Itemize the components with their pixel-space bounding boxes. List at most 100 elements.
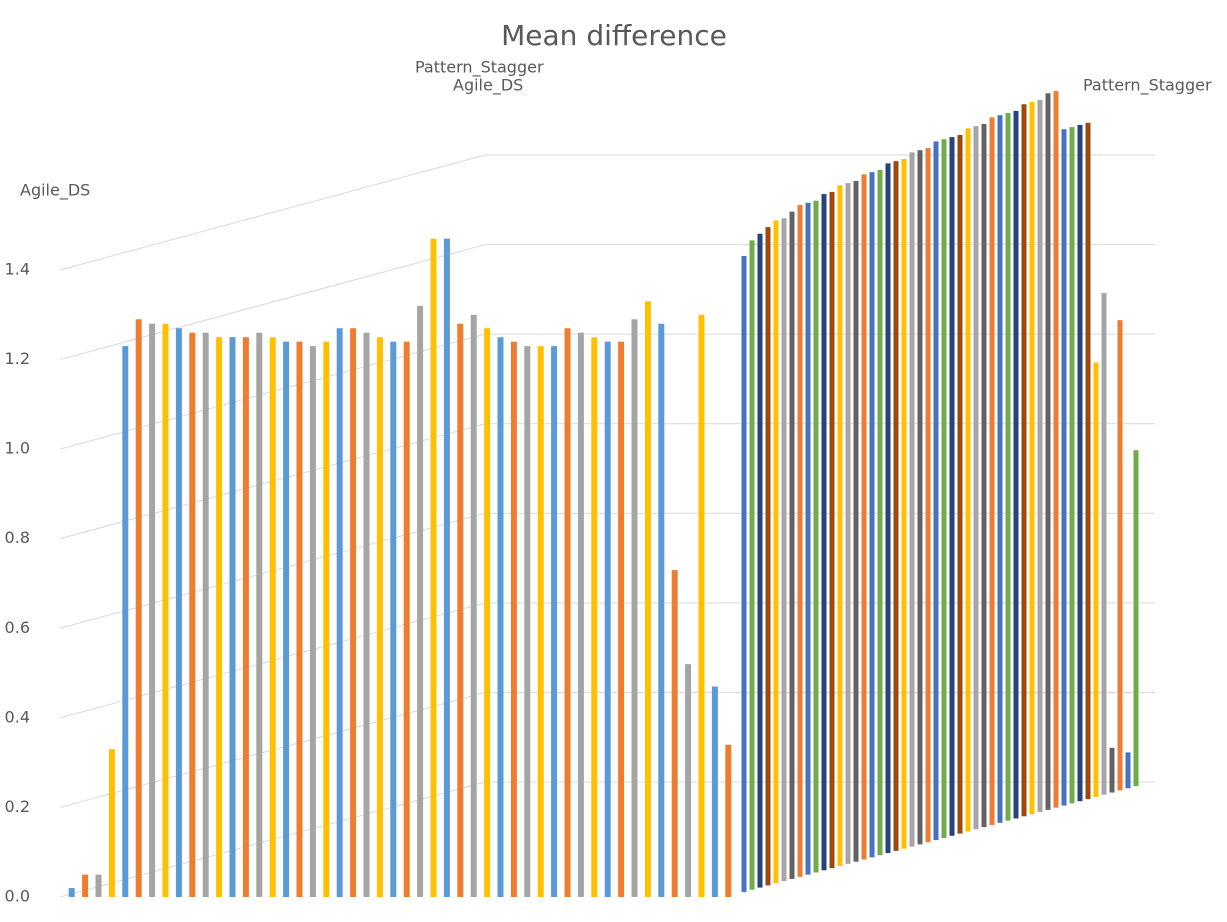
- chart-title: Mean difference: [501, 19, 727, 52]
- bar: [765, 227, 771, 886]
- bar: [725, 744, 732, 897]
- bar: [1133, 450, 1139, 787]
- bar: [829, 191, 835, 869]
- bar: [323, 341, 330, 898]
- bar: [901, 159, 907, 849]
- bar: [135, 319, 142, 897]
- y-tick-label: 0.6: [5, 618, 30, 637]
- bar: [805, 202, 811, 875]
- bar: [256, 332, 263, 897]
- series-label: Agile_DS: [453, 76, 523, 96]
- bar: [773, 220, 779, 884]
- bar: [350, 328, 357, 897]
- bar: [981, 123, 987, 828]
- series-label: Pattern_Stagger: [1083, 76, 1212, 96]
- bar: [861, 174, 867, 860]
- bar: [1061, 129, 1067, 806]
- bar: [1077, 124, 1083, 802]
- bar: [1109, 747, 1115, 793]
- bar: [671, 570, 678, 897]
- bar: [443, 238, 450, 897]
- bar: [1013, 110, 1019, 819]
- bar: [417, 305, 424, 897]
- grid-line: [59, 154, 1155, 271]
- bar: [363, 332, 370, 897]
- bar: [1029, 102, 1035, 815]
- bar: [1053, 91, 1059, 808]
- bar: [1045, 93, 1051, 810]
- y-tick-label: 0.0: [5, 887, 30, 906]
- bar: [821, 194, 827, 871]
- bar: [757, 233, 763, 888]
- bar: [941, 139, 947, 838]
- bar: [797, 205, 803, 877]
- bar: [510, 341, 517, 898]
- bar: [1117, 320, 1123, 791]
- bar: [853, 180, 859, 862]
- bar: [741, 255, 747, 892]
- bar: [997, 115, 1003, 823]
- bar: [1037, 99, 1043, 812]
- bar: [403, 341, 410, 898]
- grid-line: [59, 244, 1155, 361]
- bar: [1101, 293, 1107, 795]
- bar: [869, 172, 875, 858]
- bar: [837, 185, 843, 866]
- bar: [1085, 122, 1091, 800]
- bar: [216, 337, 223, 897]
- bar: [122, 346, 129, 897]
- bar: [965, 128, 971, 832]
- bar: [95, 874, 102, 897]
- bar: [283, 341, 290, 898]
- series-label: Agile_DS: [20, 181, 90, 201]
- bar: [1069, 127, 1075, 804]
- bar: [390, 341, 397, 898]
- bar: [484, 328, 491, 897]
- bar: [242, 337, 249, 897]
- bar: [537, 346, 544, 897]
- bar: [229, 337, 236, 897]
- bar: [685, 664, 692, 897]
- y-tick-label: 1.0: [5, 439, 30, 458]
- bar: [497, 337, 504, 897]
- y-tick-label: 1.2: [5, 349, 30, 368]
- bar: [82, 874, 89, 897]
- bar: [457, 323, 464, 897]
- bar: [577, 332, 584, 897]
- bar: [658, 323, 665, 897]
- bar: [644, 301, 651, 898]
- bar: [1125, 752, 1131, 789]
- bar: [711, 686, 718, 897]
- bar: [749, 240, 755, 890]
- bar: [789, 211, 795, 879]
- bar: [893, 161, 899, 851]
- bar: [524, 346, 531, 897]
- bar: [202, 332, 209, 897]
- bar: [175, 328, 182, 897]
- bar: [989, 117, 995, 825]
- bar: [68, 888, 75, 897]
- bar: [591, 337, 598, 897]
- bar: [376, 337, 383, 897]
- bar: [933, 141, 939, 841]
- bar: [698, 314, 705, 897]
- bar: [430, 238, 437, 897]
- y-tick-label: 0.4: [5, 707, 30, 726]
- bar: [604, 341, 611, 898]
- y-tick-label: 1.4: [5, 260, 30, 279]
- bar: [845, 183, 851, 864]
- bar: [631, 319, 638, 897]
- bar: [336, 328, 343, 897]
- bar: [269, 337, 276, 897]
- bar: [1005, 113, 1011, 821]
- bar: [925, 148, 931, 843]
- bar: [189, 332, 196, 897]
- bar: [877, 169, 883, 856]
- bar: [885, 163, 891, 854]
- bar: [973, 126, 979, 830]
- bar: [957, 134, 963, 834]
- bar: [781, 218, 787, 882]
- bar: [296, 341, 303, 898]
- bar: [909, 152, 915, 847]
